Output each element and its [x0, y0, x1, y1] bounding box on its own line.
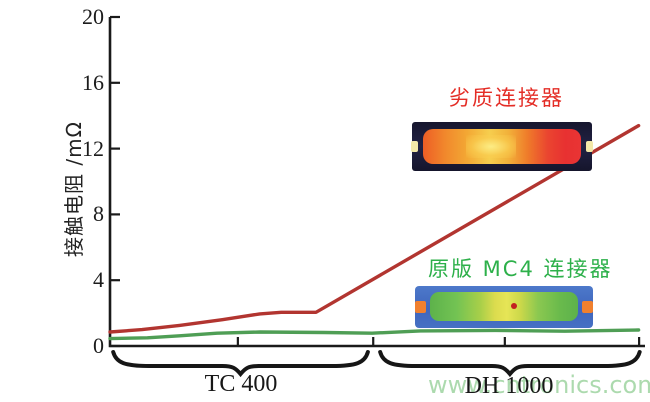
y-tick-label: 12: [82, 135, 104, 161]
series-line-bad-connector: [108, 123, 641, 334]
y-tick-label: 20: [82, 4, 104, 29]
thermal-center-marker: [511, 303, 517, 309]
x-group-label-dh1000: DH 1000: [464, 373, 554, 399]
thermal-image-bad-connector: [411, 122, 593, 171]
thermal-image-mc4-connector: [415, 286, 593, 328]
thermal-wire-tab-left: [411, 141, 418, 152]
y-tick-label: 16: [82, 69, 104, 95]
y-tick-label: 0: [93, 333, 104, 358]
y-tick-label: 8: [93, 201, 104, 227]
x-group-label-tc400: TC 400: [204, 371, 278, 397]
thermal-wire-tab-right: [586, 141, 593, 152]
series-label-mc4-connector: 原版 MC4 连接器: [428, 257, 613, 281]
thermal-wire-tab-left: [415, 301, 426, 313]
series-line-mc4-connector: [108, 328, 641, 341]
y-tick-label: 4: [93, 267, 104, 293]
watermark: www.cntronics.com: [428, 371, 650, 399]
thermal-wire-tab-right: [582, 301, 593, 313]
thermal-hotspot: [465, 134, 517, 159]
thermal-connector-body: [423, 129, 581, 164]
series-label-bad-connector: 劣质连接器: [449, 86, 564, 110]
thermal-connector-body: [430, 292, 578, 321]
x-group-brace: [378, 350, 642, 378]
x-group-brace: [111, 350, 370, 378]
